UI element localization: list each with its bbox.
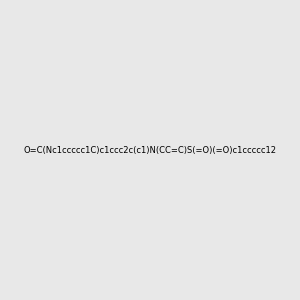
- Text: O=C(Nc1ccccc1C)c1ccc2c(c1)N(CC=C)S(=O)(=O)c1ccccc12: O=C(Nc1ccccc1C)c1ccc2c(c1)N(CC=C)S(=O)(=…: [23, 146, 277, 154]
